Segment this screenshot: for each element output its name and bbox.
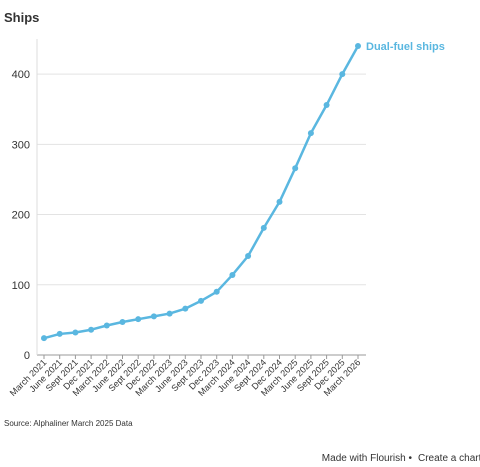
point [323,102,330,109]
point [166,310,173,317]
chart-title: Ships [4,10,39,25]
create-chart-link[interactable]: Create a chart [418,453,480,464]
y-tick-label: 200 [12,210,30,222]
point [41,335,47,342]
point [88,326,95,333]
footer-text: Made with Flourish • [322,453,413,462]
point [135,316,142,323]
point [72,329,79,336]
point [339,71,346,78]
point [245,252,252,259]
point [260,224,267,231]
source: Source: Alphaliner March 2025 Data [4,419,133,428]
y-tick-label: 0 [24,350,30,362]
point [198,297,204,304]
point [355,43,361,50]
point [292,165,299,172]
y-tick-label: 100 [12,280,30,292]
point [103,322,110,329]
point [276,198,283,205]
line [43,45,360,340]
y-tick-label: 400 [12,69,30,81]
point [150,313,157,320]
point [56,330,63,337]
point [213,288,220,295]
point [182,305,189,312]
point [119,318,126,325]
y-tick-label: 300 [12,139,30,151]
point [229,271,236,278]
point [307,130,314,137]
series-label: Dual-fuel ships [366,41,445,53]
